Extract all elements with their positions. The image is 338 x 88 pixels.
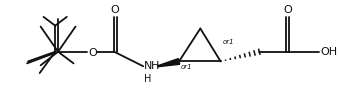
Text: N: N: [144, 61, 152, 71]
Text: O: O: [283, 5, 292, 15]
Text: OH: OH: [320, 47, 337, 57]
Text: H: H: [151, 61, 159, 71]
Text: O: O: [88, 48, 97, 58]
Text: or1: or1: [181, 64, 193, 70]
Text: H: H: [144, 74, 151, 84]
Polygon shape: [158, 59, 180, 67]
Text: O: O: [111, 5, 120, 15]
Text: or1: or1: [223, 39, 234, 45]
